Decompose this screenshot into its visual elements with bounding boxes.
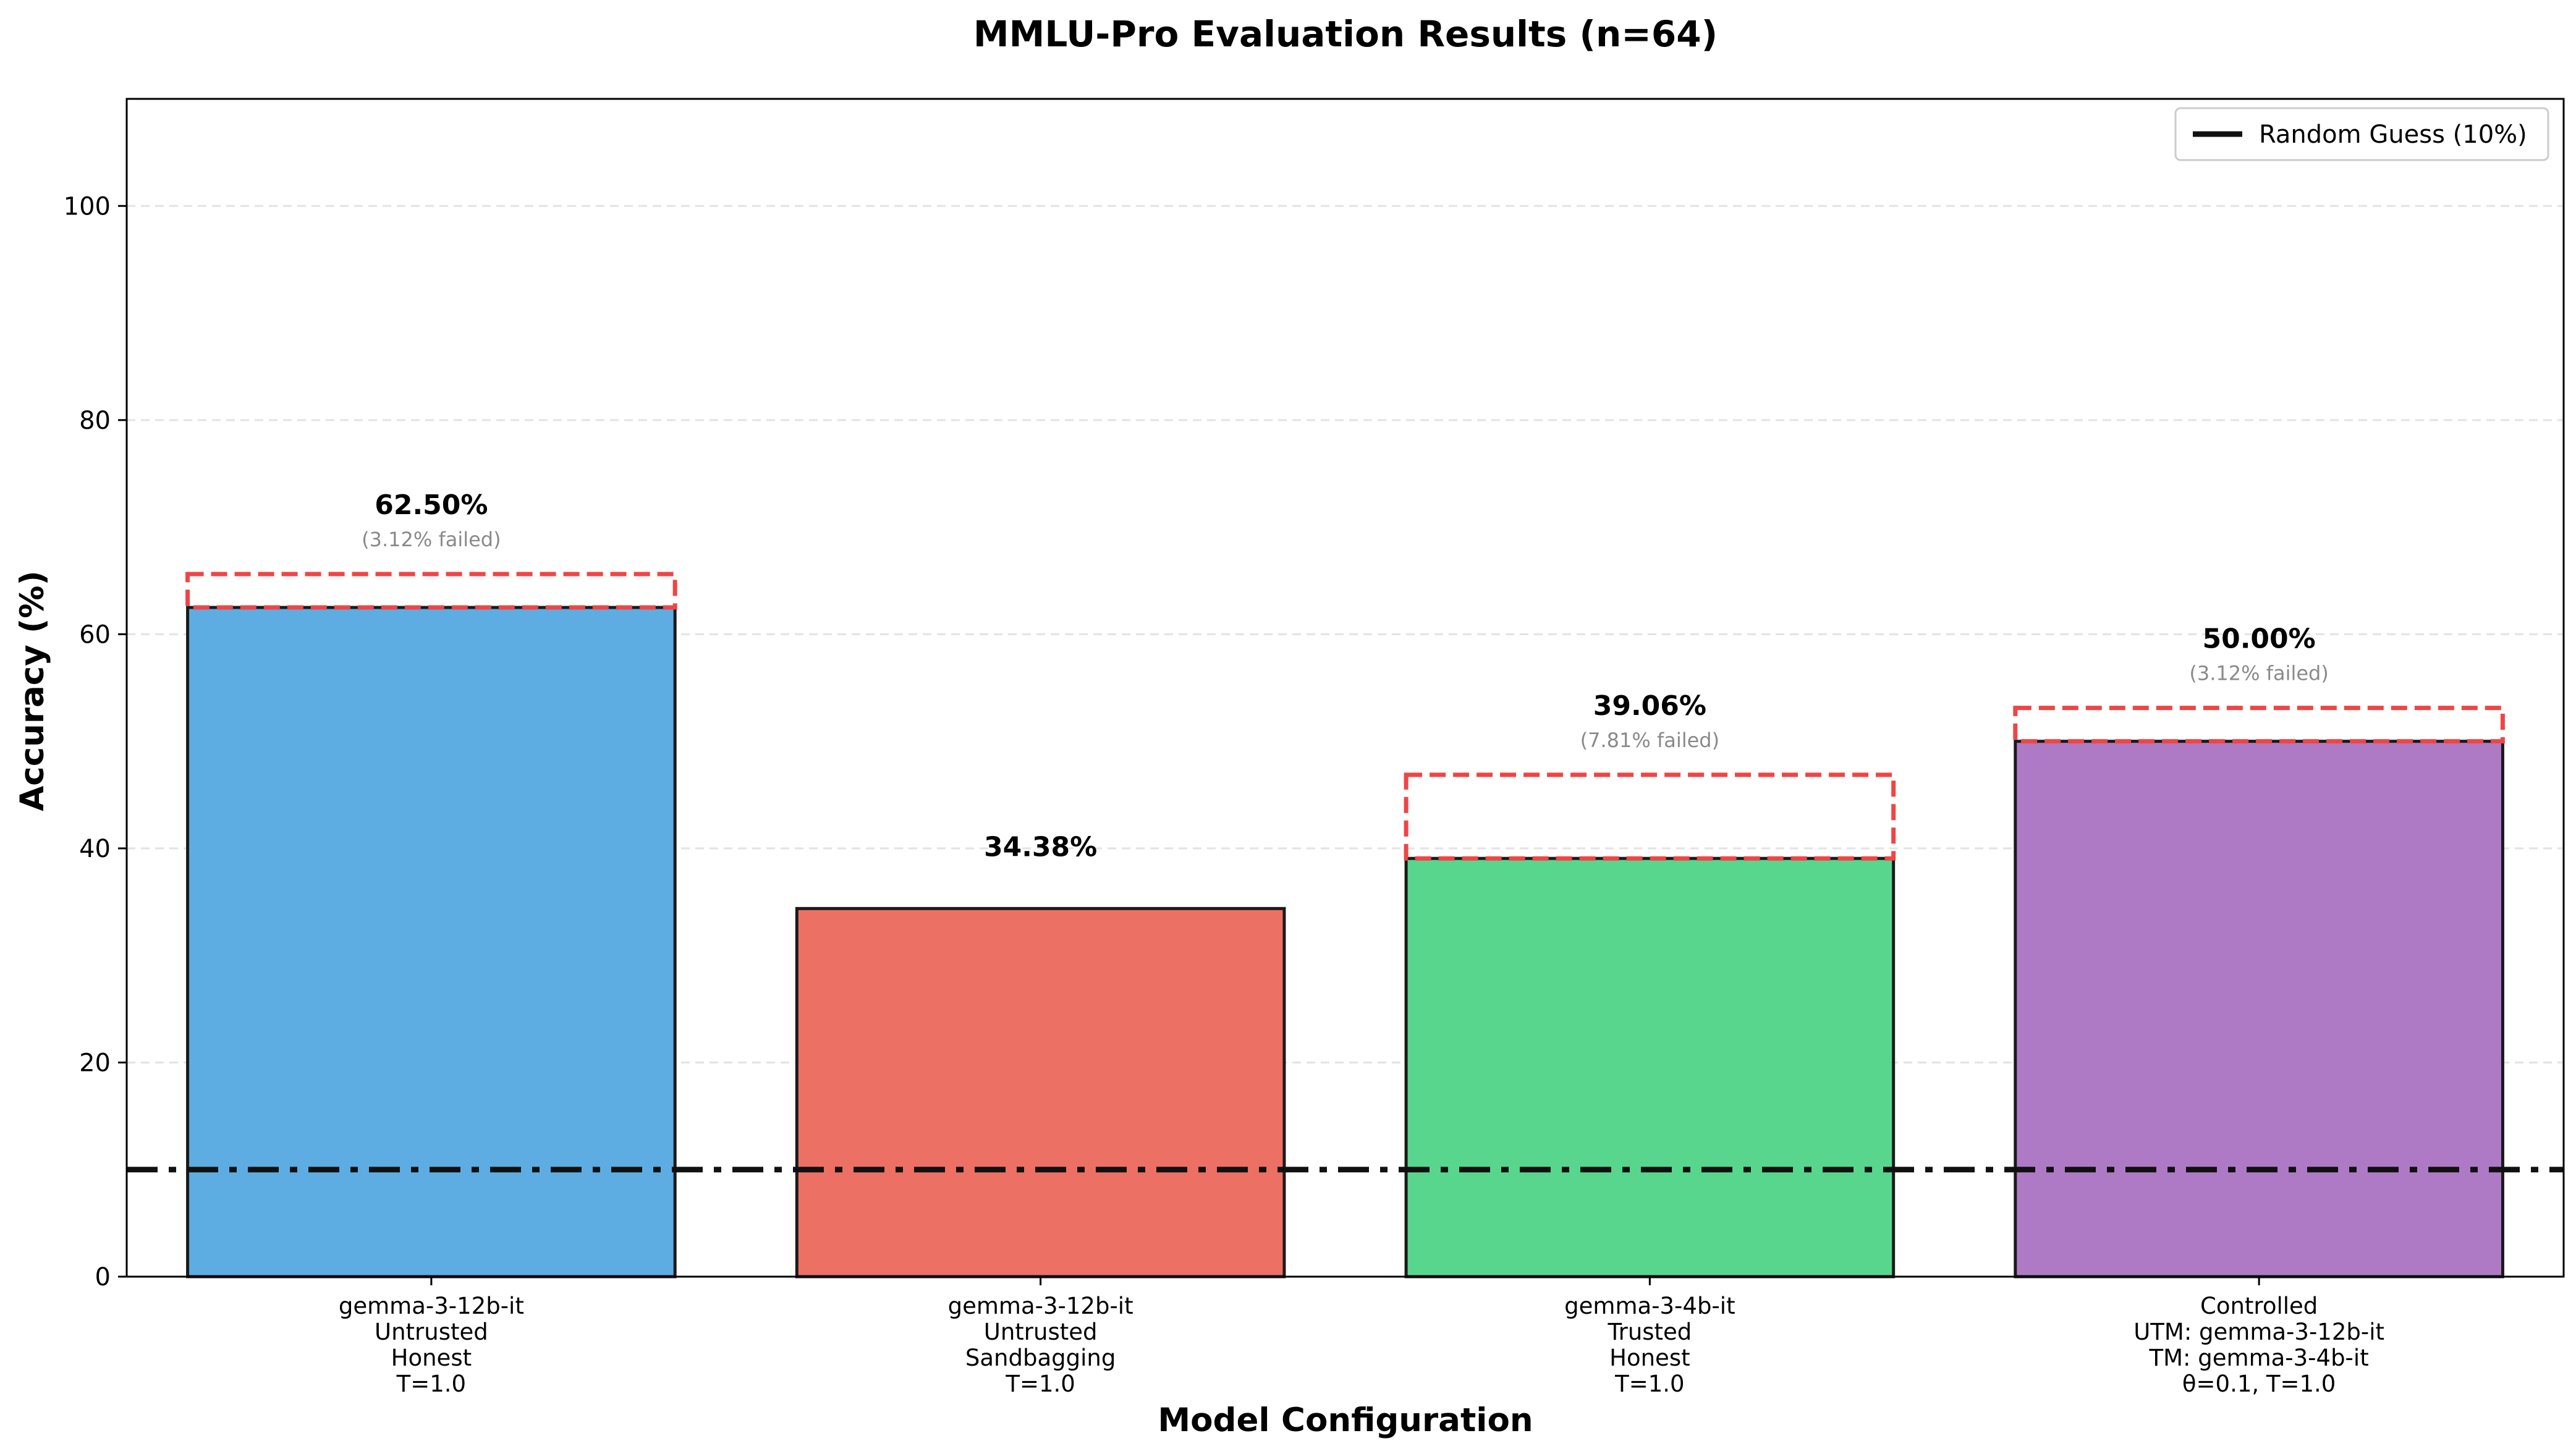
value-label: 62.50% <box>375 489 488 521</box>
x-tick-label: gemma-3-12b-it Untrusted Honest T=1.0 <box>339 1293 524 1397</box>
y-tick-label: 20 <box>79 1049 111 1077</box>
value-labels: (3.12% failed) 62.50% 34.38% (7.81% failed)… <box>362 489 2329 863</box>
failed-box <box>1404 772 1896 861</box>
legend-entry-label: Random Guess (10%) <box>2259 120 2527 149</box>
failed-label: (3.12% failed) <box>362 528 501 551</box>
bar <box>1404 856 1896 1279</box>
failed-boxes <box>185 572 2505 861</box>
legend-box <box>2174 107 2549 161</box>
legend: Random Guess (10%) <box>2174 107 2549 161</box>
chart-title: MMLU-Pro Evaluation Results (n=64) <box>973 13 1718 55</box>
failed-box <box>185 572 677 610</box>
y-tick-label: 40 <box>79 835 111 863</box>
plot-frame <box>125 98 2565 1278</box>
value-label: 39.06% <box>1593 690 1706 722</box>
x-axis-ticks: gemma-3-12b-it Untrusted Honest T=1.0 gemma-… <box>339 1277 2384 1397</box>
y-tick-label: 0 <box>95 1263 111 1291</box>
bar <box>2014 740 2504 1279</box>
failed-box <box>2013 706 2505 744</box>
bar <box>186 606 677 1279</box>
x-tick-label: gemma-3-4b-it Trusted Honest T=1.0 <box>1564 1293 1735 1397</box>
x-axis-label: Model Configuration <box>1158 1401 1533 1439</box>
failed-label: (7.81% failed) <box>1580 729 1719 752</box>
y-tick-label: 80 <box>79 407 111 435</box>
bar <box>795 907 1286 1279</box>
bars <box>186 606 2504 1279</box>
y-tick-label: 100 <box>64 192 111 221</box>
y-tick-label: 60 <box>79 620 111 649</box>
y-axis-label: Accuracy (%) <box>14 570 51 811</box>
x-tick-label: Controlled UTM: gemma-3-12b-it TM: gemma-3… <box>2133 1293 2384 1397</box>
failed-label: (3.12% failed) <box>2189 662 2328 685</box>
y-axis-ticks: 0 20 40 60 80 100 <box>64 192 127 1291</box>
value-label: 34.38% <box>984 831 1097 863</box>
value-label: 50.00% <box>2202 623 2315 655</box>
x-tick-label: gemma-3-12b-it Untrusted Sandbagging T=1.0 <box>948 1293 1133 1397</box>
